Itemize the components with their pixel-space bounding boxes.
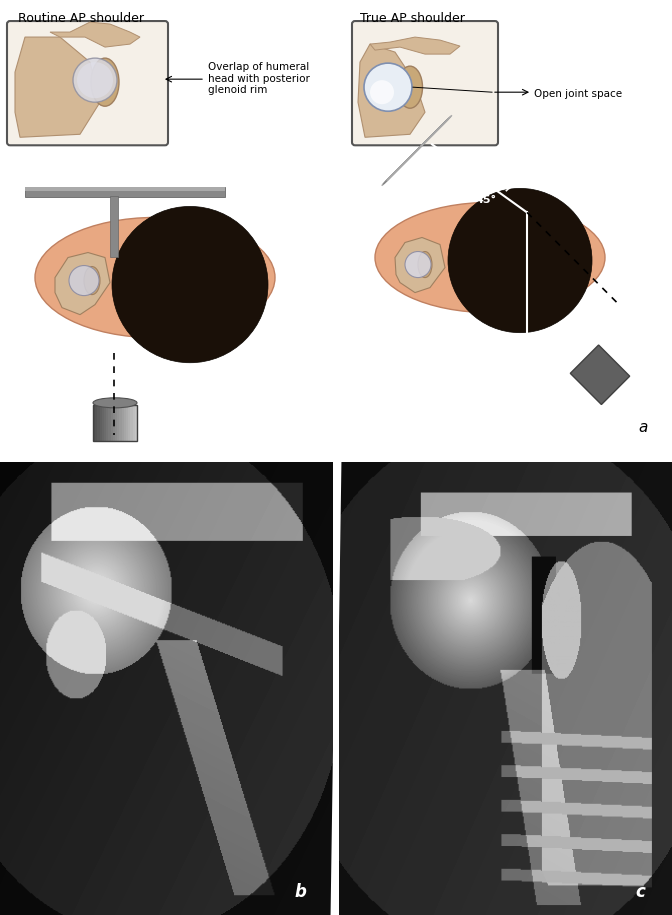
- Polygon shape: [15, 38, 100, 137]
- Bar: [99, 404, 101, 441]
- Bar: [132, 404, 135, 441]
- Text: a: a: [638, 420, 648, 435]
- Text: Overlap of humeral
head with posterior
glenoid rim: Overlap of humeral head with posterior g…: [208, 62, 310, 95]
- Text: c: c: [636, 883, 645, 901]
- Bar: [95, 404, 97, 441]
- Ellipse shape: [93, 398, 137, 408]
- Text: b: b: [294, 883, 306, 901]
- Bar: [122, 404, 124, 441]
- Bar: [113, 404, 115, 441]
- Ellipse shape: [398, 66, 423, 108]
- Circle shape: [405, 252, 431, 277]
- Bar: [101, 404, 104, 441]
- Circle shape: [370, 81, 394, 104]
- Bar: [117, 404, 120, 441]
- Bar: [110, 197, 118, 256]
- Circle shape: [77, 62, 113, 98]
- Circle shape: [112, 207, 268, 362]
- Bar: [108, 404, 111, 441]
- Polygon shape: [571, 345, 630, 404]
- Polygon shape: [358, 44, 425, 137]
- Polygon shape: [50, 22, 140, 47]
- Text: 45°: 45°: [475, 196, 496, 205]
- Bar: [25, 188, 225, 198]
- Ellipse shape: [91, 59, 119, 106]
- Bar: [135, 404, 137, 441]
- Bar: [128, 404, 130, 441]
- Bar: [111, 404, 113, 441]
- Bar: [104, 404, 106, 441]
- Bar: [93, 404, 137, 441]
- Circle shape: [448, 188, 592, 333]
- Text: Open joint space: Open joint space: [534, 89, 622, 99]
- FancyBboxPatch shape: [7, 21, 168, 145]
- Ellipse shape: [84, 266, 100, 295]
- Ellipse shape: [35, 218, 275, 338]
- Bar: [115, 404, 117, 441]
- Circle shape: [69, 265, 99, 296]
- FancyBboxPatch shape: [352, 21, 498, 145]
- Ellipse shape: [375, 202, 605, 313]
- Polygon shape: [55, 253, 110, 315]
- Polygon shape: [370, 38, 460, 54]
- Bar: [93, 404, 95, 441]
- Bar: [106, 404, 108, 441]
- Bar: [25, 188, 225, 191]
- Ellipse shape: [418, 252, 432, 277]
- Circle shape: [73, 59, 117, 102]
- Bar: [126, 404, 128, 441]
- Polygon shape: [395, 238, 445, 293]
- Bar: [120, 404, 122, 441]
- Bar: [97, 404, 99, 441]
- Bar: [124, 404, 126, 441]
- Text: Routine AP shoulder: Routine AP shoulder: [18, 12, 144, 25]
- Circle shape: [364, 63, 412, 112]
- Text: True AP shoulder: True AP shoulder: [360, 12, 465, 25]
- Bar: [130, 404, 132, 441]
